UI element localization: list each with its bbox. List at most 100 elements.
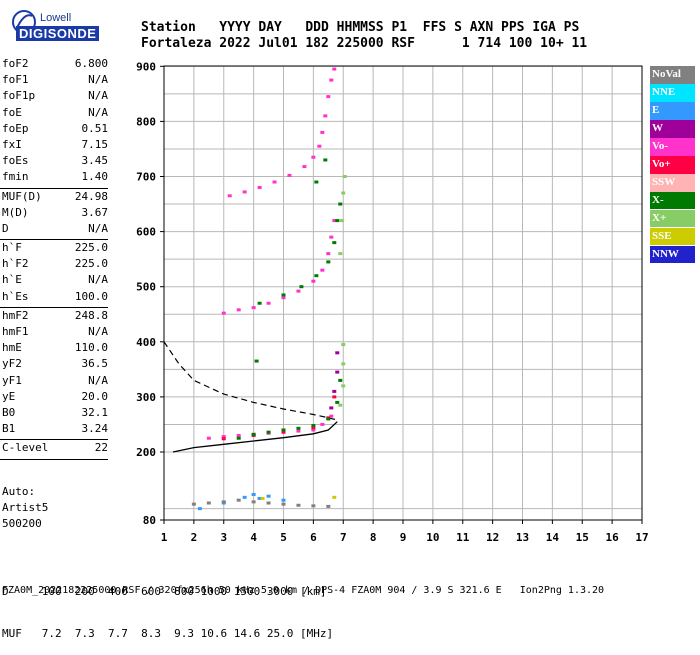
parameter-row: foF1 N/A	[0, 73, 112, 89]
parameter-value: 225.0	[74, 257, 108, 271]
x-tick-label: 14	[546, 531, 560, 544]
echo-point-vo	[332, 67, 337, 71]
parameter-label: fmin	[2, 170, 29, 184]
parameter-label: foEs	[2, 154, 29, 168]
parameter-label: foEp	[2, 121, 29, 135]
echo-point-vo	[311, 155, 316, 159]
parameter-row: yE 20.0	[0, 390, 112, 406]
parameter-row: MUF(D) 24.98	[0, 190, 112, 206]
echo-point-vo	[221, 435, 226, 439]
echo-point-e	[251, 493, 256, 496]
x-tick-label: 9	[400, 531, 407, 544]
parameter-row: yF2 36.5	[0, 357, 112, 373]
parameter-row: B0 32.1	[0, 406, 112, 422]
parameter-label: M(D)	[2, 205, 29, 219]
polarization-legend: NoVal NNE E W Vo- Vo+ SSW X- X+ SSE NNW	[650, 66, 695, 264]
parameter-row: h`F2 225.0	[0, 257, 112, 273]
parameter-value: 24.98	[74, 189, 108, 203]
echo-point-vo	[329, 78, 334, 82]
parameter-value: N/A	[88, 273, 108, 287]
echo-point-x	[311, 424, 316, 428]
echo-point-vo	[326, 95, 331, 99]
legend-item-w: W	[650, 119, 695, 138]
echo-point-x	[341, 362, 346, 366]
parameter-value: 36.5	[81, 357, 109, 371]
parameter-value: 3.45	[81, 154, 109, 168]
parameter-label: yF1	[2, 373, 22, 387]
muf-table: D 100 200 400 600 800 1000 1500 3000 [km…	[2, 557, 333, 655]
echo-traces	[191, 67, 347, 511]
echo-point-vo	[323, 114, 328, 118]
echo-point-vo	[257, 186, 262, 190]
y-axis-ticks: 900 800 700 600 500 400 300 200 80	[136, 60, 164, 527]
echo-point-w	[335, 351, 340, 355]
digisonde-logo: Lowell DIGISONDE	[4, 6, 124, 46]
parameter-label: foF2	[2, 57, 29, 70]
echo-point-x	[257, 301, 262, 305]
legend-item-vo: Vo+	[650, 155, 695, 174]
echo-point-e	[266, 494, 271, 498]
y-tick-label: 700	[136, 171, 156, 184]
echo-point-vo	[266, 301, 271, 305]
echo-point-noval	[311, 504, 316, 508]
echo-point-x	[251, 432, 256, 436]
parameter-value: 22	[94, 441, 108, 455]
auto-program: Artist5	[2, 501, 49, 514]
echo-point-x	[338, 403, 343, 407]
echo-point-noval	[296, 503, 301, 507]
parameter-row: fxI 7.15	[0, 138, 112, 154]
echo-point-x	[281, 293, 286, 297]
echo-point-x	[314, 180, 319, 184]
legend-item-x: X+	[650, 209, 695, 228]
echo-point-x	[341, 191, 346, 195]
parameter-value: 1.40	[81, 170, 109, 184]
distance-row: D 100 200 400 600 800 1000 1500 3000 [km…	[2, 585, 327, 598]
legend-item-e: E	[650, 101, 695, 120]
echo-point-noval	[206, 501, 211, 505]
parameter-row: hmE 110.0	[0, 341, 112, 357]
station-header-values: Fortaleza 2022 Jul01 182 225000 RSF 1 71…	[141, 36, 588, 51]
echo-point-x	[323, 158, 328, 162]
parameter-separator	[0, 458, 108, 460]
echo-point-vo	[221, 311, 226, 315]
parameter-row: B1 3.24	[0, 422, 112, 438]
parameter-label: yF2	[2, 357, 22, 371]
parameter-row: hmF1 N/A	[0, 325, 112, 341]
parameter-value: 225.0	[74, 241, 108, 255]
echo-point-vo	[236, 308, 241, 312]
auto-version: 500200	[2, 517, 42, 530]
parameter-label: foF1p	[2, 89, 36, 103]
x-tick-label: 17	[635, 531, 648, 544]
echo-point-x	[338, 378, 343, 382]
x-tick-label: 8	[370, 531, 377, 544]
y-tick-label: 900	[136, 60, 156, 73]
autoscaling-info: Auto: Artist5 500200	[2, 484, 48, 532]
echo-point-vo	[326, 252, 331, 256]
parameter-label: B1	[2, 422, 16, 436]
profile-dashed-line	[163, 341, 338, 421]
echo-point-vo	[296, 429, 301, 433]
x-tick-label: 15	[576, 531, 589, 544]
parameter-value: 32.1	[81, 405, 109, 419]
echo-point-vo	[332, 395, 337, 399]
legend-item-ssw: SSW	[650, 173, 695, 192]
echo-point-vo	[329, 235, 334, 239]
x-tick-label: 5	[280, 531, 287, 544]
file-info-line: FZA0M_2022182225000.RSF / 320fx256h 50 k…	[2, 585, 605, 596]
echo-point-vo	[320, 422, 325, 426]
echo-point-x	[335, 219, 340, 223]
parameter-label: foF1	[2, 73, 29, 87]
echo-point-vo	[251, 306, 256, 310]
echo-point-x	[296, 426, 301, 430]
x-tick-label: 11	[456, 531, 470, 544]
y-tick-label: 80	[143, 514, 156, 527]
legend-item-nne: NNE	[650, 83, 695, 102]
parameter-value: N/A	[88, 221, 108, 235]
x-tick-label: 7	[340, 531, 347, 544]
echo-point-vo	[206, 436, 211, 440]
echo-point-vo	[329, 414, 334, 418]
parameter-row: h`Es 100.0	[0, 290, 112, 306]
parameter-value: 110.0	[74, 341, 108, 355]
echo-point-x	[326, 417, 331, 421]
parameter-row: C-level 22	[0, 441, 112, 457]
